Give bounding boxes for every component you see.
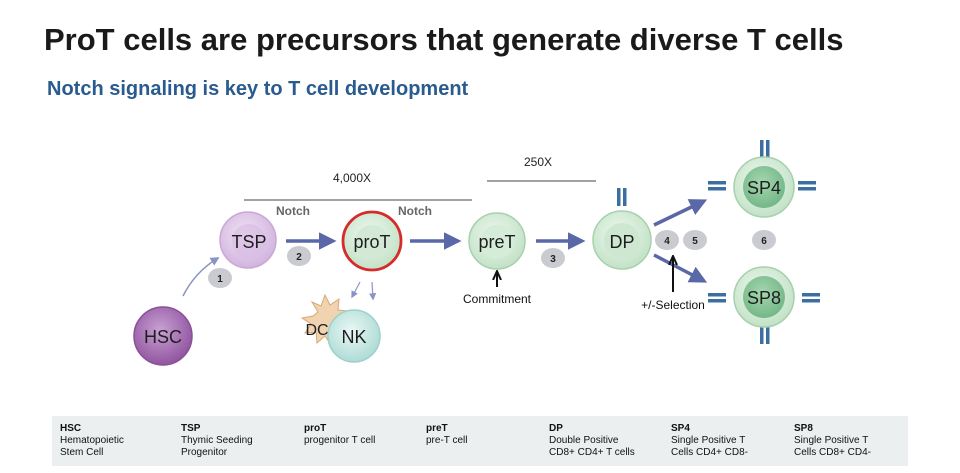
pret-label: preT xyxy=(478,232,515,252)
legend-desc: Thymic Seeding Progenitor xyxy=(181,435,253,458)
dp-label: DP xyxy=(609,232,634,252)
step-badge-4: 4 xyxy=(655,230,679,250)
step-badge-6: 6 xyxy=(752,230,776,250)
tsp-cell: TSP xyxy=(219,211,277,269)
dc-label: DC xyxy=(305,322,328,339)
sp4-label: SP4 xyxy=(747,178,781,198)
notch-label-1: Notch xyxy=(276,204,310,218)
receptor-icon xyxy=(708,140,816,191)
legend-item-prot: proT progenitor T cell xyxy=(304,423,375,447)
legend-item-sp8: SP8 Single Positive T Cells CD8+ CD4- xyxy=(794,423,871,459)
step-badge-6-label: 6 xyxy=(761,236,767,247)
step-badge-2: 2 xyxy=(287,246,311,266)
selection-label: +/-Selection xyxy=(641,298,705,312)
t-cell-development-diagram: 4,000X 250X Notch Notch HSC TSP proT DC … xyxy=(133,140,820,366)
step-badge-1-label: 1 xyxy=(217,274,223,285)
notch-label-2: Notch xyxy=(398,204,432,218)
hsc-cell: HSC xyxy=(133,306,193,366)
page-subtitle: Notch signaling is key to T cell develop… xyxy=(47,78,469,100)
legend-desc: progenitor T cell xyxy=(304,435,376,446)
step-badge-1: 1 xyxy=(208,268,232,288)
legend-abbr: TSP xyxy=(181,423,201,434)
legend-desc: Single Positive T Cells CD8+ CD4- xyxy=(794,435,871,458)
legend-abbr: proT xyxy=(304,423,327,434)
prot-label: proT xyxy=(353,232,390,252)
legend-abbr: SP8 xyxy=(794,423,813,434)
hsc-label: HSC xyxy=(144,327,182,347)
step-badge-5-label: 5 xyxy=(692,236,698,247)
page-title: ProT cells are precursors that generate … xyxy=(44,22,844,57)
step-badge-3: 3 xyxy=(541,248,565,268)
scale-250x-label: 250X xyxy=(524,155,552,169)
receptor-icon xyxy=(708,293,820,344)
arrow-dp-to-sp8 xyxy=(653,253,708,283)
arrow-prot-to-nk xyxy=(369,281,377,301)
dp-cell: DP xyxy=(592,188,652,270)
legend-panel: HSC Hematopoietic Stem Cell TSP Thymic S… xyxy=(52,416,908,466)
legend-abbr: HSC xyxy=(60,423,82,434)
scale-250x: 250X xyxy=(487,155,596,182)
sp8-label: SP8 xyxy=(747,288,781,308)
sp4-cell: SP4 xyxy=(708,140,816,218)
tsp-label: TSP xyxy=(231,232,266,252)
step-badge-4-label: 4 xyxy=(664,236,670,247)
pret-cell: preT xyxy=(468,212,526,270)
legend-item-hsc: HSC Hematopoietic Stem Cell xyxy=(60,423,124,459)
legend-abbr: DP xyxy=(549,423,563,434)
prot-cell: proT xyxy=(341,210,403,272)
legend-item-sp4: SP4 Single Positive T Cells CD4+ CD8- xyxy=(671,423,748,459)
legend-desc: pre-T cell xyxy=(426,435,468,446)
receptor-icon xyxy=(617,188,627,206)
legend-item-dp: DP Double Positive CD8+ CD4+ T cells xyxy=(549,423,635,459)
legend-item-pret: preT pre-T cell xyxy=(426,423,468,447)
scale-4000x: 4,000X xyxy=(244,171,472,201)
legend-item-tsp: TSP Thymic Seeding Progenitor xyxy=(181,423,253,459)
arrow-hsc-to-tsp xyxy=(182,257,220,297)
arrow-dp-to-sp4 xyxy=(653,199,708,227)
arrow-prot-to-dc xyxy=(351,281,361,299)
step-badge-5: 5 xyxy=(683,230,707,250)
legend-desc: Hematopoietic Stem Cell xyxy=(60,435,124,458)
step-badge-3-label: 3 xyxy=(550,254,556,265)
commitment-annotation: Commitment xyxy=(463,272,532,306)
sp8-cell: SP8 xyxy=(708,266,820,344)
step-badge-2-label: 2 xyxy=(296,252,302,263)
legend-abbr: preT xyxy=(426,423,448,434)
legend-desc: Double Positive CD8+ CD4+ T cells xyxy=(549,435,635,458)
scale-4000x-label: 4,000X xyxy=(333,171,371,185)
commitment-label: Commitment xyxy=(463,292,532,306)
nk-cell: NK xyxy=(327,309,381,363)
legend-abbr: SP4 xyxy=(671,423,690,434)
nk-label: NK xyxy=(341,327,366,347)
legend-desc: Single Positive T Cells CD4+ CD8- xyxy=(671,435,748,458)
selection-annotation: +/-Selection xyxy=(641,257,705,312)
